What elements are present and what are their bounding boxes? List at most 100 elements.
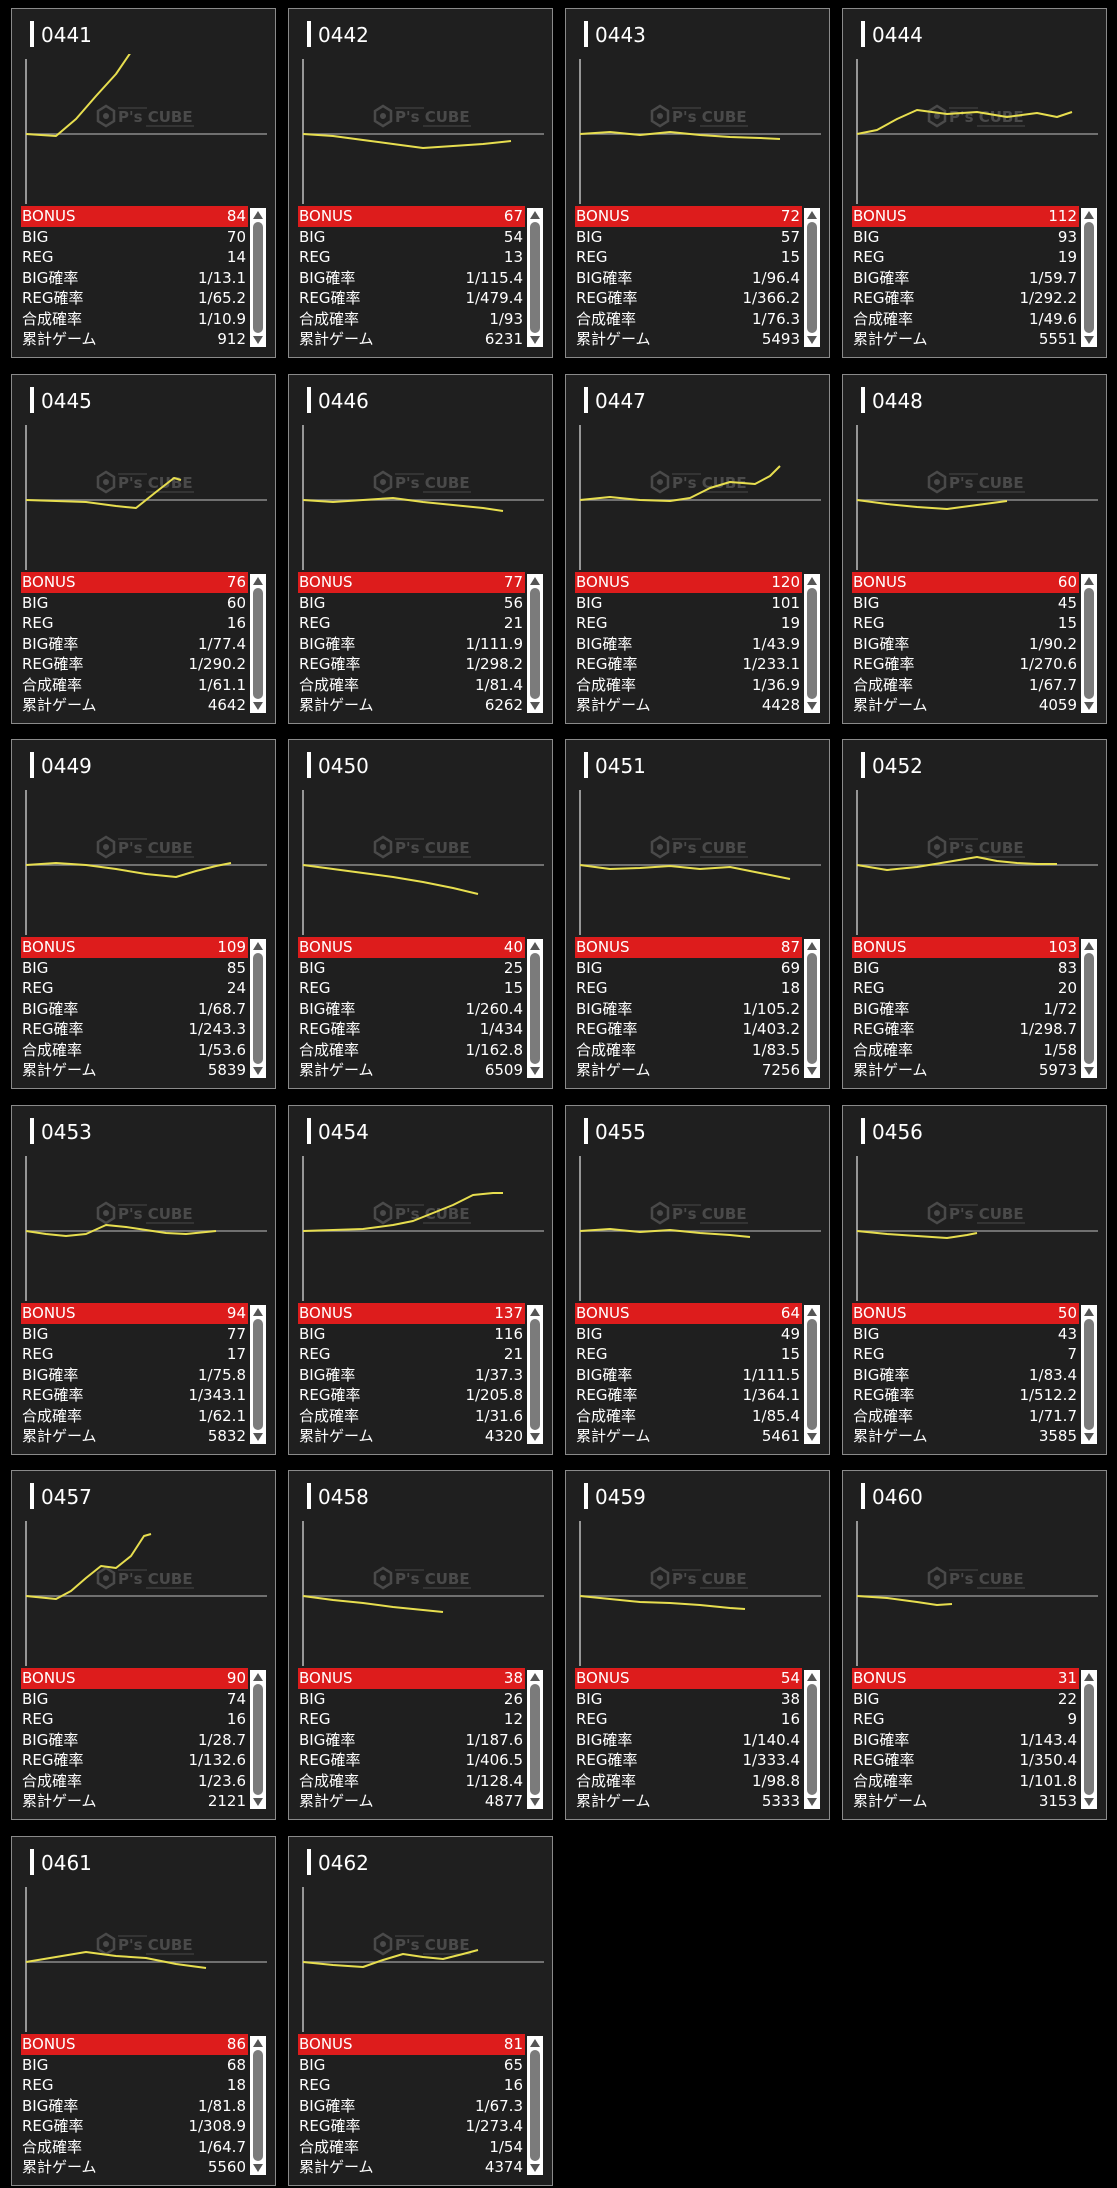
stats-scrollbar[interactable] <box>1081 1670 1097 1809</box>
scroll-up-arrow-icon[interactable] <box>530 211 540 219</box>
scroll-down-arrow-icon[interactable] <box>530 336 540 344</box>
scroll-thumb[interactable] <box>1084 1319 1094 1430</box>
machine-number[interactable]: 0455 <box>595 1120 646 1144</box>
stats-scrollbar[interactable] <box>527 574 543 713</box>
machine-card[interactable]: 0462 P's CUBE BONUS 81 BIG 65 REG 16 BIG確率 1/67.3… <box>288 1836 553 2186</box>
scroll-thumb[interactable] <box>1084 222 1094 333</box>
machine-card[interactable]: 0444 P's CUBE BONUS 112 BIG 93 REG 19 BIG確率 1/59.… <box>842 8 1107 358</box>
scroll-thumb[interactable] <box>1084 1684 1094 1795</box>
machine-card[interactable]: 0459 P's CUBE BONUS 54 BIG 38 REG 16 BIG確率 1/140.… <box>565 1470 830 1820</box>
stats-scrollbar[interactable] <box>527 939 543 1078</box>
stats-scrollbar[interactable] <box>250 2036 266 2175</box>
scroll-down-arrow-icon[interactable] <box>530 1067 540 1075</box>
machine-card[interactable]: 0446 P's CUBE BONUS 77 BIG 56 REG 21 BIG確率 1/111.… <box>288 374 553 724</box>
machine-number[interactable]: 0458 <box>318 1485 369 1509</box>
scroll-thumb[interactable] <box>530 1684 540 1795</box>
scroll-down-arrow-icon[interactable] <box>807 336 817 344</box>
scroll-down-arrow-icon[interactable] <box>1084 702 1094 710</box>
scroll-down-arrow-icon[interactable] <box>1084 1798 1094 1806</box>
scroll-down-arrow-icon[interactable] <box>253 336 263 344</box>
stats-scrollbar[interactable] <box>804 1670 820 1809</box>
machine-number[interactable]: 0445 <box>41 389 92 413</box>
machine-number[interactable]: 0459 <box>595 1485 646 1509</box>
scroll-thumb[interactable] <box>807 588 817 699</box>
scroll-down-arrow-icon[interactable] <box>530 2164 540 2172</box>
machine-card[interactable]: 0457 P's CUBE BONUS 90 BIG 74 REG 16 BIG確率 1/28.7… <box>11 1470 276 1820</box>
scroll-down-arrow-icon[interactable] <box>807 1067 817 1075</box>
scroll-up-arrow-icon[interactable] <box>253 577 263 585</box>
machine-number[interactable]: 0446 <box>318 389 369 413</box>
scroll-up-arrow-icon[interactable] <box>1084 577 1094 585</box>
machine-card[interactable]: 0443 P's CUBE BONUS 72 BIG 57 REG 15 BIG確率 1/96.4… <box>565 8 830 358</box>
stats-scrollbar[interactable] <box>250 574 266 713</box>
scroll-up-arrow-icon[interactable] <box>807 1673 817 1681</box>
machine-card[interactable]: 0441 P's CUBE BONUS 84 BIG 70 REG 14 BIG確率 1/13.1… <box>11 8 276 358</box>
machine-card[interactable]: 0447 P's CUBE BONUS 120 BIG 101 REG 19 BIG確率 1/43… <box>565 374 830 724</box>
scroll-up-arrow-icon[interactable] <box>807 577 817 585</box>
scroll-thumb[interactable] <box>530 1319 540 1430</box>
scroll-thumb[interactable] <box>530 2050 540 2161</box>
stats-scrollbar[interactable] <box>804 574 820 713</box>
scroll-up-arrow-icon[interactable] <box>530 2039 540 2047</box>
stats-scrollbar[interactable] <box>527 208 543 347</box>
scroll-up-arrow-icon[interactable] <box>807 1308 817 1316</box>
machine-number[interactable]: 0452 <box>872 754 923 778</box>
machine-card[interactable]: 0448 P's CUBE BONUS 60 BIG 45 REG 15 BIG確率 1/90.2… <box>842 374 1107 724</box>
machine-number[interactable]: 0453 <box>41 1120 92 1144</box>
scroll-up-arrow-icon[interactable] <box>253 942 263 950</box>
machine-card[interactable]: 0450 P's CUBE BONUS 40 BIG 25 REG 15 BIG確率 1/260.… <box>288 739 553 1089</box>
machine-number[interactable]: 0442 <box>318 23 369 47</box>
scroll-thumb[interactable] <box>530 588 540 699</box>
scroll-down-arrow-icon[interactable] <box>807 702 817 710</box>
scroll-down-arrow-icon[interactable] <box>253 2164 263 2172</box>
scroll-down-arrow-icon[interactable] <box>253 702 263 710</box>
scroll-down-arrow-icon[interactable] <box>530 1798 540 1806</box>
machine-number[interactable]: 0441 <box>41 23 92 47</box>
scroll-up-arrow-icon[interactable] <box>1084 1308 1094 1316</box>
machine-card[interactable]: 0456 P's CUBE BONUS 50 BIG 43 REG 7 BIG確率 1/83.4 R… <box>842 1105 1107 1455</box>
machine-number[interactable]: 0454 <box>318 1120 369 1144</box>
machine-card[interactable]: 0461 P's CUBE BONUS 86 BIG 68 REG 18 BIG確率 1/81.8… <box>11 1836 276 2186</box>
machine-number[interactable]: 0444 <box>872 23 923 47</box>
scroll-thumb[interactable] <box>253 953 263 1064</box>
scroll-thumb[interactable] <box>1084 588 1094 699</box>
scroll-up-arrow-icon[interactable] <box>807 942 817 950</box>
scroll-thumb[interactable] <box>530 222 540 333</box>
scroll-up-arrow-icon[interactable] <box>253 211 263 219</box>
scroll-up-arrow-icon[interactable] <box>253 2039 263 2047</box>
machine-number[interactable]: 0450 <box>318 754 369 778</box>
scroll-down-arrow-icon[interactable] <box>807 1798 817 1806</box>
scroll-up-arrow-icon[interactable] <box>530 1308 540 1316</box>
stats-scrollbar[interactable] <box>250 208 266 347</box>
machine-card[interactable]: 0445 P's CUBE BONUS 76 BIG 60 REG 16 BIG確率 1/77.4… <box>11 374 276 724</box>
machine-number[interactable]: 0456 <box>872 1120 923 1144</box>
stats-scrollbar[interactable] <box>1081 574 1097 713</box>
machine-number[interactable]: 0460 <box>872 1485 923 1509</box>
machine-card[interactable]: 0451 P's CUBE BONUS 87 BIG 69 REG 18 BIG確率 1/105.… <box>565 739 830 1089</box>
scroll-down-arrow-icon[interactable] <box>1084 336 1094 344</box>
scroll-up-arrow-icon[interactable] <box>253 1673 263 1681</box>
scroll-thumb[interactable] <box>253 222 263 333</box>
scroll-up-arrow-icon[interactable] <box>530 577 540 585</box>
scroll-thumb[interactable] <box>807 953 817 1064</box>
scroll-down-arrow-icon[interactable] <box>253 1433 263 1441</box>
machine-card[interactable]: 0442 P's CUBE BONUS 67 BIG 54 REG 13 BIG確率 1/115.… <box>288 8 553 358</box>
scroll-up-arrow-icon[interactable] <box>530 942 540 950</box>
stats-scrollbar[interactable] <box>527 2036 543 2175</box>
scroll-up-arrow-icon[interactable] <box>1084 211 1094 219</box>
machine-number[interactable]: 0448 <box>872 389 923 413</box>
machine-number[interactable]: 0449 <box>41 754 92 778</box>
stats-scrollbar[interactable] <box>250 939 266 1078</box>
scroll-up-arrow-icon[interactable] <box>1084 1673 1094 1681</box>
scroll-down-arrow-icon[interactable] <box>253 1067 263 1075</box>
stats-scrollbar[interactable] <box>527 1670 543 1809</box>
stats-scrollbar[interactable] <box>527 1305 543 1444</box>
scroll-up-arrow-icon[interactable] <box>530 1673 540 1681</box>
machine-number[interactable]: 0461 <box>41 1851 92 1875</box>
machine-number[interactable]: 0443 <box>595 23 646 47</box>
scroll-down-arrow-icon[interactable] <box>1084 1067 1094 1075</box>
stats-scrollbar[interactable] <box>250 1305 266 1444</box>
stats-scrollbar[interactable] <box>804 939 820 1078</box>
machine-card[interactable]: 0453 P's CUBE BONUS 94 BIG 77 REG 17 BIG確率 1/75.8… <box>11 1105 276 1455</box>
stats-scrollbar[interactable] <box>1081 1305 1097 1444</box>
